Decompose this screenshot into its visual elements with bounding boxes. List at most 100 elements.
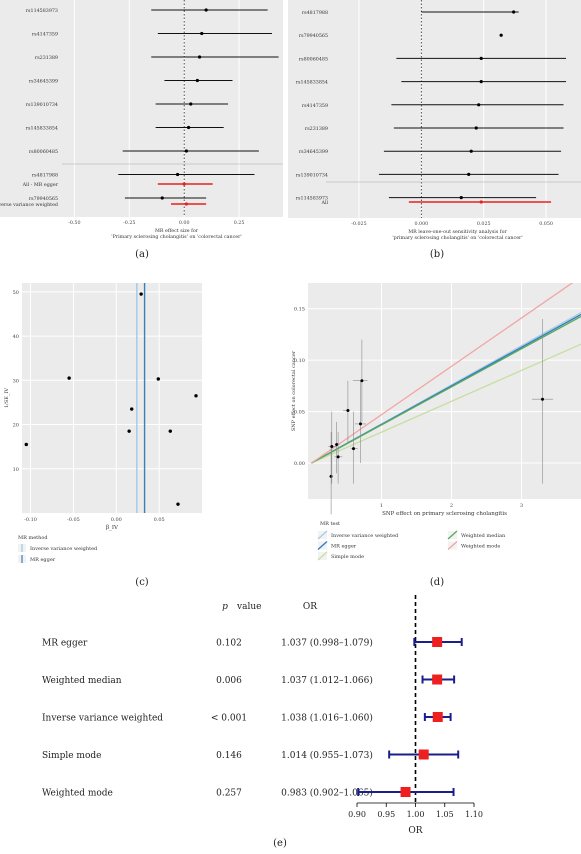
y-axis-label: SNP effect on colorectal cancer — [291, 350, 297, 431]
point — [160, 196, 164, 200]
row-label: rs79940565 — [29, 196, 58, 202]
x-tick: 2 — [450, 503, 453, 509]
p-value: 0.257 — [216, 789, 242, 799]
regression-line — [311, 343, 581, 464]
row-label: rs4147359 — [32, 32, 58, 38]
legend-label: Weighted median — [461, 533, 506, 539]
chart-d: 1 2 3 0.00 0.05 0.10 0.15 SNP effect on primary… — [291, 283, 581, 561]
row-label: rs34645399 — [29, 79, 58, 85]
chart-b: rs4817988 rs79940565 rs80060485 rs145833854… — [296, 0, 581, 241]
point — [197, 55, 202, 59]
x-tick: -0.025 — [351, 221, 366, 227]
row-label: rs145833854 — [26, 126, 58, 132]
point — [479, 80, 483, 84]
row-label: rs34645399 — [299, 149, 328, 155]
legend-key-line — [317, 551, 328, 561]
y-tick: 30 — [13, 378, 19, 384]
y-tick: 20 — [13, 423, 19, 429]
y-tick: 0.05 — [294, 410, 305, 416]
x-axis-label: 'Primary sclerosing cholangitis' on 'col… — [111, 234, 241, 240]
or-value: 0.983 (0.902–1.065) — [281, 788, 373, 799]
chart-e: p value OR MR egger 0.102 1.037 (0.998–1.079)… — [42, 595, 483, 836]
x-tick: 1.00 — [407, 810, 425, 819]
x-tick: 1.10 — [465, 810, 483, 819]
point — [67, 376, 71, 380]
x-tick: 1 — [380, 503, 383, 509]
p-value-header-suffix: value — [236, 602, 261, 612]
row-label: rs139010734 — [296, 172, 328, 178]
p-value: 0.006 — [216, 676, 242, 686]
x-tick: 3 — [520, 503, 523, 509]
method-label: Weighted mode — [42, 789, 113, 799]
estimate-square — [432, 637, 443, 647]
point — [194, 394, 198, 398]
point — [184, 149, 188, 153]
legend-label: MR egger — [331, 544, 357, 550]
panel-d-label: (d) — [429, 577, 445, 588]
method-label: MR egger — [42, 639, 88, 649]
point — [186, 125, 191, 130]
point — [204, 8, 208, 12]
point — [139, 292, 143, 296]
chart-c: -0.10 -0.05 0.00 0.05 10 20 30 40 50 β_IV 1/SE_IV M… — [4, 283, 202, 563]
y-tick: 40 — [13, 334, 19, 340]
point — [335, 442, 339, 446]
estimate-square — [418, 749, 429, 760]
x-tick: 0.025 — [477, 221, 491, 227]
point — [195, 78, 199, 83]
point — [474, 126, 478, 130]
point — [359, 422, 362, 426]
point — [330, 445, 334, 449]
y-tick: 50 — [13, 290, 19, 296]
estimate-square — [400, 787, 411, 797]
point — [541, 397, 544, 401]
legend-key-line — [317, 541, 328, 550]
or-header: OR — [303, 602, 317, 612]
point — [127, 429, 131, 433]
method-label: Weighted median — [42, 676, 122, 686]
legend-title: MR method — [18, 535, 48, 541]
or-value: 1.038 (1.016–1.060) — [281, 713, 373, 724]
point — [24, 442, 28, 447]
x-tick: -0.05 — [67, 517, 80, 523]
estimate-square — [432, 712, 443, 722]
x-axis-label: β_IV — [106, 525, 119, 531]
x-axis-label: 'primary sclerosing cholangitis' on 'col… — [392, 235, 522, 241]
x-tick: 1.05 — [436, 810, 454, 819]
row-label: rs4817988 — [302, 10, 328, 16]
x-tick: 0.00 — [179, 220, 190, 226]
y-tick: 10 — [13, 467, 19, 473]
point — [189, 102, 193, 106]
legend-key-line — [447, 530, 458, 540]
x-tick: -0.50 — [68, 220, 80, 226]
legend-label: Inverse variance weighted — [30, 546, 98, 552]
legend-label: Weighted mode — [461, 544, 500, 550]
point — [499, 33, 503, 37]
method-label: Inverse variance weighted — [42, 714, 163, 724]
x-tick: -0.25 — [123, 220, 135, 226]
point — [512, 10, 516, 14]
regression-line — [311, 283, 574, 464]
legend-label: Inverse variance weighted — [331, 533, 399, 539]
legend-key-line — [317, 530, 328, 540]
summary-label: All - MR egger — [22, 182, 59, 188]
y-axis-label: 1/SE_IV — [4, 388, 10, 408]
point — [200, 31, 204, 36]
point — [329, 474, 333, 478]
point — [459, 196, 463, 200]
summary-point — [184, 202, 188, 206]
panel-e-label: (e) — [273, 838, 287, 849]
or-value: 1.037 (1.012–1.066) — [281, 675, 373, 686]
panel-a-plot — [0, 0, 283, 217]
point — [467, 172, 471, 176]
point — [176, 502, 180, 506]
summary-point — [479, 200, 483, 204]
legend-key-line — [447, 541, 458, 550]
point — [346, 409, 350, 413]
panel-a-label: (a) — [135, 249, 149, 260]
x-tick: 0.90 — [348, 810, 366, 819]
point — [469, 149, 473, 153]
summary-label: All — [320, 200, 328, 206]
summary-point — [182, 182, 186, 186]
row-label: rs79940565 — [299, 33, 328, 39]
